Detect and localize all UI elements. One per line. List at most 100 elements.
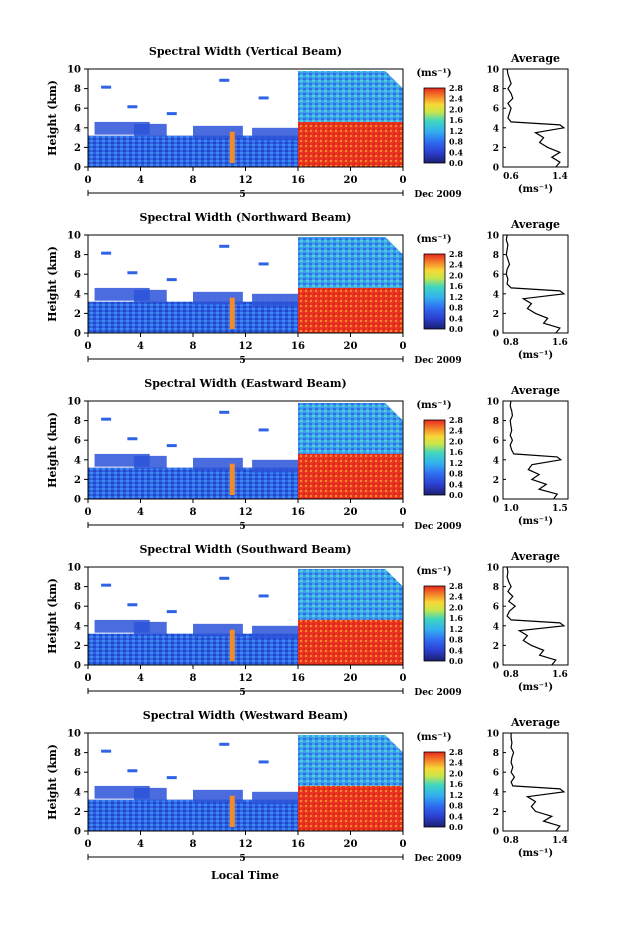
x-tick-label: 8 bbox=[190, 507, 197, 518]
heatmap-sparse-patch bbox=[166, 610, 177, 614]
y-axis-label: Height (km) bbox=[46, 412, 59, 488]
colorbar-unit: (ms⁻¹) bbox=[416, 566, 451, 577]
heatmap-sparse-patch bbox=[258, 594, 269, 598]
heatmap-sparse-patch bbox=[127, 769, 138, 773]
colorbar-tick-label: 2.4 bbox=[449, 94, 463, 104]
date-label: Dec 2009 bbox=[414, 190, 461, 200]
x-tick-label: 0 bbox=[85, 175, 92, 186]
y-tick-label: 10 bbox=[67, 231, 81, 242]
colorbar-tick-label: 2.4 bbox=[449, 758, 463, 768]
average-x-tick-label: 0.8 bbox=[503, 338, 519, 348]
heatmap-sparse-patch bbox=[101, 749, 112, 753]
x-tick-label: 0 bbox=[400, 673, 407, 684]
heatmap-low-layer bbox=[88, 467, 298, 499]
blank-corner bbox=[383, 567, 403, 587]
average-frame bbox=[502, 732, 569, 832]
average-profile-line bbox=[505, 234, 566, 334]
colorbar-tick-label: 2.0 bbox=[449, 104, 463, 114]
y-tick-label: 2 bbox=[74, 641, 81, 652]
x-tick-label: 12 bbox=[239, 341, 253, 352]
average-title: Average bbox=[510, 52, 560, 65]
heatmap-lower-region bbox=[298, 619, 403, 665]
x-tick-label: 4 bbox=[137, 341, 144, 352]
heatmap-sparse-patch bbox=[258, 96, 269, 100]
x-tick-label: 20 bbox=[344, 673, 358, 684]
heatmap-cloud-patch bbox=[133, 787, 167, 801]
y-tick-label: 0 bbox=[74, 661, 81, 672]
y-tick-label: 8 bbox=[74, 748, 81, 759]
average-y-tick-label: 2 bbox=[493, 144, 499, 154]
average-y-tick-label: 8 bbox=[493, 417, 499, 427]
panel-1: Spectral Width (Vertical Beam) 0 2 4 6 8 10 Hei… bbox=[46, 45, 569, 200]
colorbar bbox=[423, 87, 446, 164]
heatmap-upper-region bbox=[298, 569, 403, 620]
heatmap-sparse-patch bbox=[101, 85, 112, 89]
heatmap-sparse-patch bbox=[166, 112, 177, 116]
colorbar-tick-label: 0.8 bbox=[449, 303, 463, 313]
average-y-tick-label: 4 bbox=[493, 124, 499, 134]
heatmap-low-layer bbox=[88, 799, 298, 831]
colorbar-tick-label: 1.2 bbox=[449, 126, 463, 136]
colorbar-tick-label: 1.2 bbox=[449, 624, 463, 634]
heatmap-cloud-patch bbox=[193, 125, 243, 139]
y-tick-label: 10 bbox=[67, 563, 81, 574]
date-label: Dec 2009 bbox=[414, 522, 461, 532]
y-tick-label: 8 bbox=[74, 84, 81, 95]
panel-3: Spectral Width (Eastward Beam) 0 2 4 6 8 10 Hei… bbox=[46, 377, 569, 532]
heatmap-cloud-patch bbox=[133, 621, 167, 635]
average-y-tick-label: 4 bbox=[493, 622, 499, 632]
y-tick-label: 4 bbox=[74, 621, 81, 632]
colorbar-tick-label: 2.8 bbox=[449, 249, 463, 259]
colorbar-tick-label: 0.0 bbox=[449, 324, 463, 334]
average-y-tick-label: 8 bbox=[493, 583, 499, 593]
colorbar-unit: (ms⁻¹) bbox=[416, 68, 451, 79]
heatmap-sparse-patch bbox=[258, 760, 269, 764]
colorbar-tick-label: 1.6 bbox=[449, 115, 463, 125]
average-y-tick-label: 10 bbox=[486, 232, 499, 242]
average-title: Average bbox=[510, 218, 560, 231]
colorbar-unit: (ms⁻¹) bbox=[416, 732, 451, 743]
date-label: Dec 2009 bbox=[414, 688, 461, 698]
date-label: Dec 2009 bbox=[414, 854, 461, 864]
y-tick-label: 4 bbox=[74, 289, 81, 300]
colorbar-tick-label: 0.4 bbox=[449, 479, 463, 489]
colorbar-tick-label: 0.0 bbox=[449, 656, 463, 666]
y-tick-label: 6 bbox=[74, 602, 81, 613]
colorbar-tick-label: 0.4 bbox=[449, 147, 463, 157]
heatmap-sparse-patch bbox=[101, 583, 112, 587]
panel-title: Spectral Width (Northward Beam) bbox=[140, 211, 352, 224]
heatmap-cloud-patch bbox=[252, 459, 300, 473]
heatmap-cloud-patch bbox=[252, 625, 300, 639]
average-y-tick-label: 8 bbox=[493, 749, 499, 759]
average-y-tick-label: 2 bbox=[493, 310, 499, 320]
y-tick-label: 4 bbox=[74, 455, 81, 466]
x-tick-label: 12 bbox=[239, 507, 253, 518]
average-profile-line bbox=[506, 566, 566, 666]
blank-corner bbox=[383, 733, 403, 753]
heatmap-streak bbox=[229, 131, 235, 164]
average-x-axis-label: (ms⁻¹) bbox=[518, 350, 553, 361]
y-axis-label: Height (km) bbox=[46, 246, 59, 322]
heatmap-cloud-patch bbox=[133, 289, 167, 303]
date-day-label: 5 bbox=[239, 522, 245, 532]
y-tick-label: 4 bbox=[74, 787, 81, 798]
colorbar-tick-label: 1.2 bbox=[449, 292, 463, 302]
average-x-tick-label: 1.6 bbox=[552, 338, 568, 348]
average-x-axis-label: (ms⁻¹) bbox=[518, 184, 553, 195]
average-y-tick-label: 6 bbox=[493, 271, 499, 281]
colorbar-tick-label: 2.8 bbox=[449, 581, 463, 591]
heatmap-low-layer bbox=[88, 135, 298, 167]
average-x-tick-label: 0.6 bbox=[503, 172, 519, 182]
colorbar-tick-label: 0.0 bbox=[449, 158, 463, 168]
x-tick-label: 20 bbox=[344, 341, 358, 352]
x-tick-label: 4 bbox=[137, 673, 144, 684]
colorbar-tick-label: 0.4 bbox=[449, 645, 463, 655]
average-y-tick-label: 4 bbox=[493, 788, 499, 798]
heatmap-cloud-patch bbox=[252, 791, 300, 805]
x-tick-label: 16 bbox=[291, 175, 305, 186]
average-x-axis-label: (ms⁻¹) bbox=[518, 516, 553, 527]
heatmap-sparse-patch bbox=[101, 417, 112, 421]
colorbar-tick-label: 1.6 bbox=[449, 281, 463, 291]
heatmap-sparse-patch bbox=[219, 576, 230, 580]
